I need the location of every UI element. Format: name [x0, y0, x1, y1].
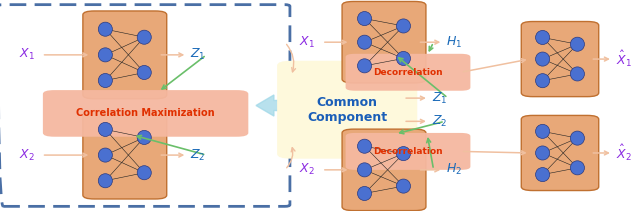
Text: $Z_2$: $Z_2$: [432, 114, 447, 129]
Ellipse shape: [137, 130, 151, 145]
Ellipse shape: [536, 146, 550, 160]
Text: $X_2$: $X_2$: [19, 147, 35, 163]
FancyBboxPatch shape: [83, 111, 167, 199]
Ellipse shape: [358, 59, 372, 73]
FancyBboxPatch shape: [342, 129, 426, 211]
Text: $Z_2$: $Z_2$: [191, 147, 206, 163]
Ellipse shape: [358, 12, 372, 26]
Text: $X_2$: $X_2$: [299, 162, 315, 177]
Ellipse shape: [137, 30, 151, 44]
Text: $Z_1$: $Z_1$: [191, 47, 206, 62]
Ellipse shape: [358, 139, 372, 153]
Text: $H_1$: $H_1$: [447, 35, 463, 50]
FancyArrow shape: [256, 95, 288, 116]
Ellipse shape: [570, 37, 584, 51]
FancyBboxPatch shape: [277, 61, 417, 159]
Ellipse shape: [99, 122, 113, 137]
Text: Common
Component: Common Component: [307, 96, 387, 124]
Ellipse shape: [396, 51, 410, 65]
Text: $\hat{X}_1$: $\hat{X}_1$: [616, 49, 632, 69]
Text: $X_1$: $X_1$: [19, 47, 35, 62]
Ellipse shape: [396, 147, 410, 161]
FancyBboxPatch shape: [521, 115, 599, 191]
Ellipse shape: [99, 174, 113, 188]
Text: Correlation Maximization: Correlation Maximization: [76, 108, 215, 118]
Ellipse shape: [358, 187, 372, 200]
Ellipse shape: [358, 163, 372, 177]
Ellipse shape: [358, 35, 372, 49]
Ellipse shape: [396, 19, 410, 33]
Ellipse shape: [99, 48, 113, 62]
FancyBboxPatch shape: [346, 133, 470, 170]
Text: $\hat{X}_2$: $\hat{X}_2$: [616, 143, 632, 163]
Ellipse shape: [99, 73, 113, 88]
FancyBboxPatch shape: [521, 22, 599, 97]
Ellipse shape: [536, 124, 550, 138]
Ellipse shape: [137, 65, 151, 80]
Text: $X_1$: $X_1$: [299, 35, 315, 50]
Ellipse shape: [396, 179, 410, 193]
Text: $H_2$: $H_2$: [447, 162, 463, 177]
FancyBboxPatch shape: [346, 54, 470, 91]
Ellipse shape: [536, 74, 550, 88]
Text: Decorrelation: Decorrelation: [373, 147, 443, 156]
Ellipse shape: [536, 168, 550, 182]
Ellipse shape: [536, 52, 550, 66]
Ellipse shape: [137, 166, 151, 180]
Ellipse shape: [536, 30, 550, 45]
Text: Decorrelation: Decorrelation: [373, 68, 443, 77]
Ellipse shape: [99, 148, 113, 162]
Text: $Z_1$: $Z_1$: [432, 91, 447, 106]
Ellipse shape: [99, 22, 113, 36]
Ellipse shape: [570, 131, 584, 145]
Ellipse shape: [570, 67, 584, 81]
FancyBboxPatch shape: [43, 90, 248, 137]
Ellipse shape: [570, 161, 584, 175]
FancyBboxPatch shape: [342, 1, 426, 83]
FancyBboxPatch shape: [83, 11, 167, 99]
